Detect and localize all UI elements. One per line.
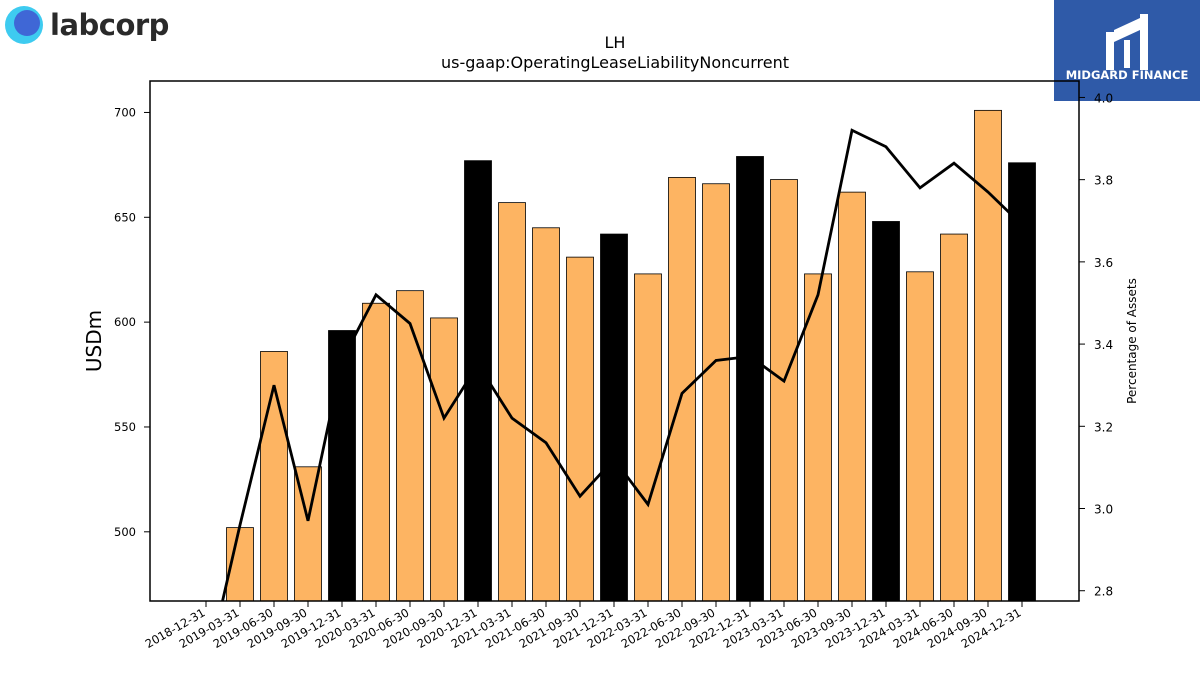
midgard-finance-logo: MIDGARD FINANCE xyxy=(1054,0,1200,101)
labcorp-logo-text: labcorp xyxy=(50,8,169,42)
line-series xyxy=(221,128,1023,601)
bar-2024-12-31 xyxy=(1008,162,1036,602)
labcorp-logo-icon xyxy=(4,5,44,45)
bar-2022-03-31 xyxy=(634,273,662,602)
bar-2022-12-31 xyxy=(736,156,764,602)
y-tick-label: 650 xyxy=(114,210,136,224)
y-tick-label: 500 xyxy=(114,525,136,539)
bar-2021-06-30 xyxy=(532,227,560,602)
bar-2020-09-30 xyxy=(430,317,458,602)
y-tick-label: 700 xyxy=(114,105,136,119)
bar-2019-12-31 xyxy=(328,330,356,602)
midgard-finance-logo-icon xyxy=(1106,14,1148,70)
line-path xyxy=(221,128,1023,601)
labcorp-logo: labcorp xyxy=(4,4,169,46)
bar-2020-06-30 xyxy=(396,290,424,602)
chart-title: LH xyxy=(605,33,626,52)
y-tick-label: 600 xyxy=(114,315,136,329)
bar-2024-03-31 xyxy=(906,271,934,602)
bar-2023-06-30 xyxy=(804,273,832,602)
bar-series xyxy=(226,109,1036,602)
y-axis-right: 2.8 3.0 3.2 3.4 3.6 3.8 4.0 xyxy=(1079,91,1113,599)
y2-tick-label: 2.8 xyxy=(1094,585,1113,599)
y-axis-label: USDm xyxy=(82,310,106,372)
bar-2024-06-30 xyxy=(940,233,968,602)
chart-subtitle: us-gaap:OperatingLeaseLiabilityNoncurren… xyxy=(441,53,789,72)
y2-tick-label: 3.8 xyxy=(1094,174,1113,188)
y2-tick-label: 3.0 xyxy=(1094,503,1113,517)
bar-2022-06-30 xyxy=(668,177,696,602)
bar-2021-09-30 xyxy=(566,256,594,602)
y2-tick-label: 3.6 xyxy=(1094,256,1113,270)
bar-2021-12-31 xyxy=(600,233,628,602)
y2-tick-label: 3.2 xyxy=(1094,420,1113,434)
y2-tick-label: 4.0 xyxy=(1094,91,1113,105)
bar-2023-12-31 xyxy=(872,221,900,602)
bar-2023-09-30 xyxy=(838,191,866,602)
y2-axis-label: Percentage of Assets xyxy=(1125,278,1139,404)
bar-2020-03-31 xyxy=(362,302,390,602)
midgard-finance-logo-text: MIDGARD FINANCE xyxy=(1065,68,1189,82)
y-tick-label: 550 xyxy=(114,420,136,434)
y2-tick-label: 3.4 xyxy=(1094,338,1113,352)
x-axis: 2018-12-312019-03-312019-06-302019-09-30… xyxy=(143,601,1024,651)
y-axis-left: 500 550 600 650 700 xyxy=(114,105,150,539)
bar-2023-03-31 xyxy=(770,179,798,602)
bar-2022-09-30 xyxy=(702,183,730,602)
